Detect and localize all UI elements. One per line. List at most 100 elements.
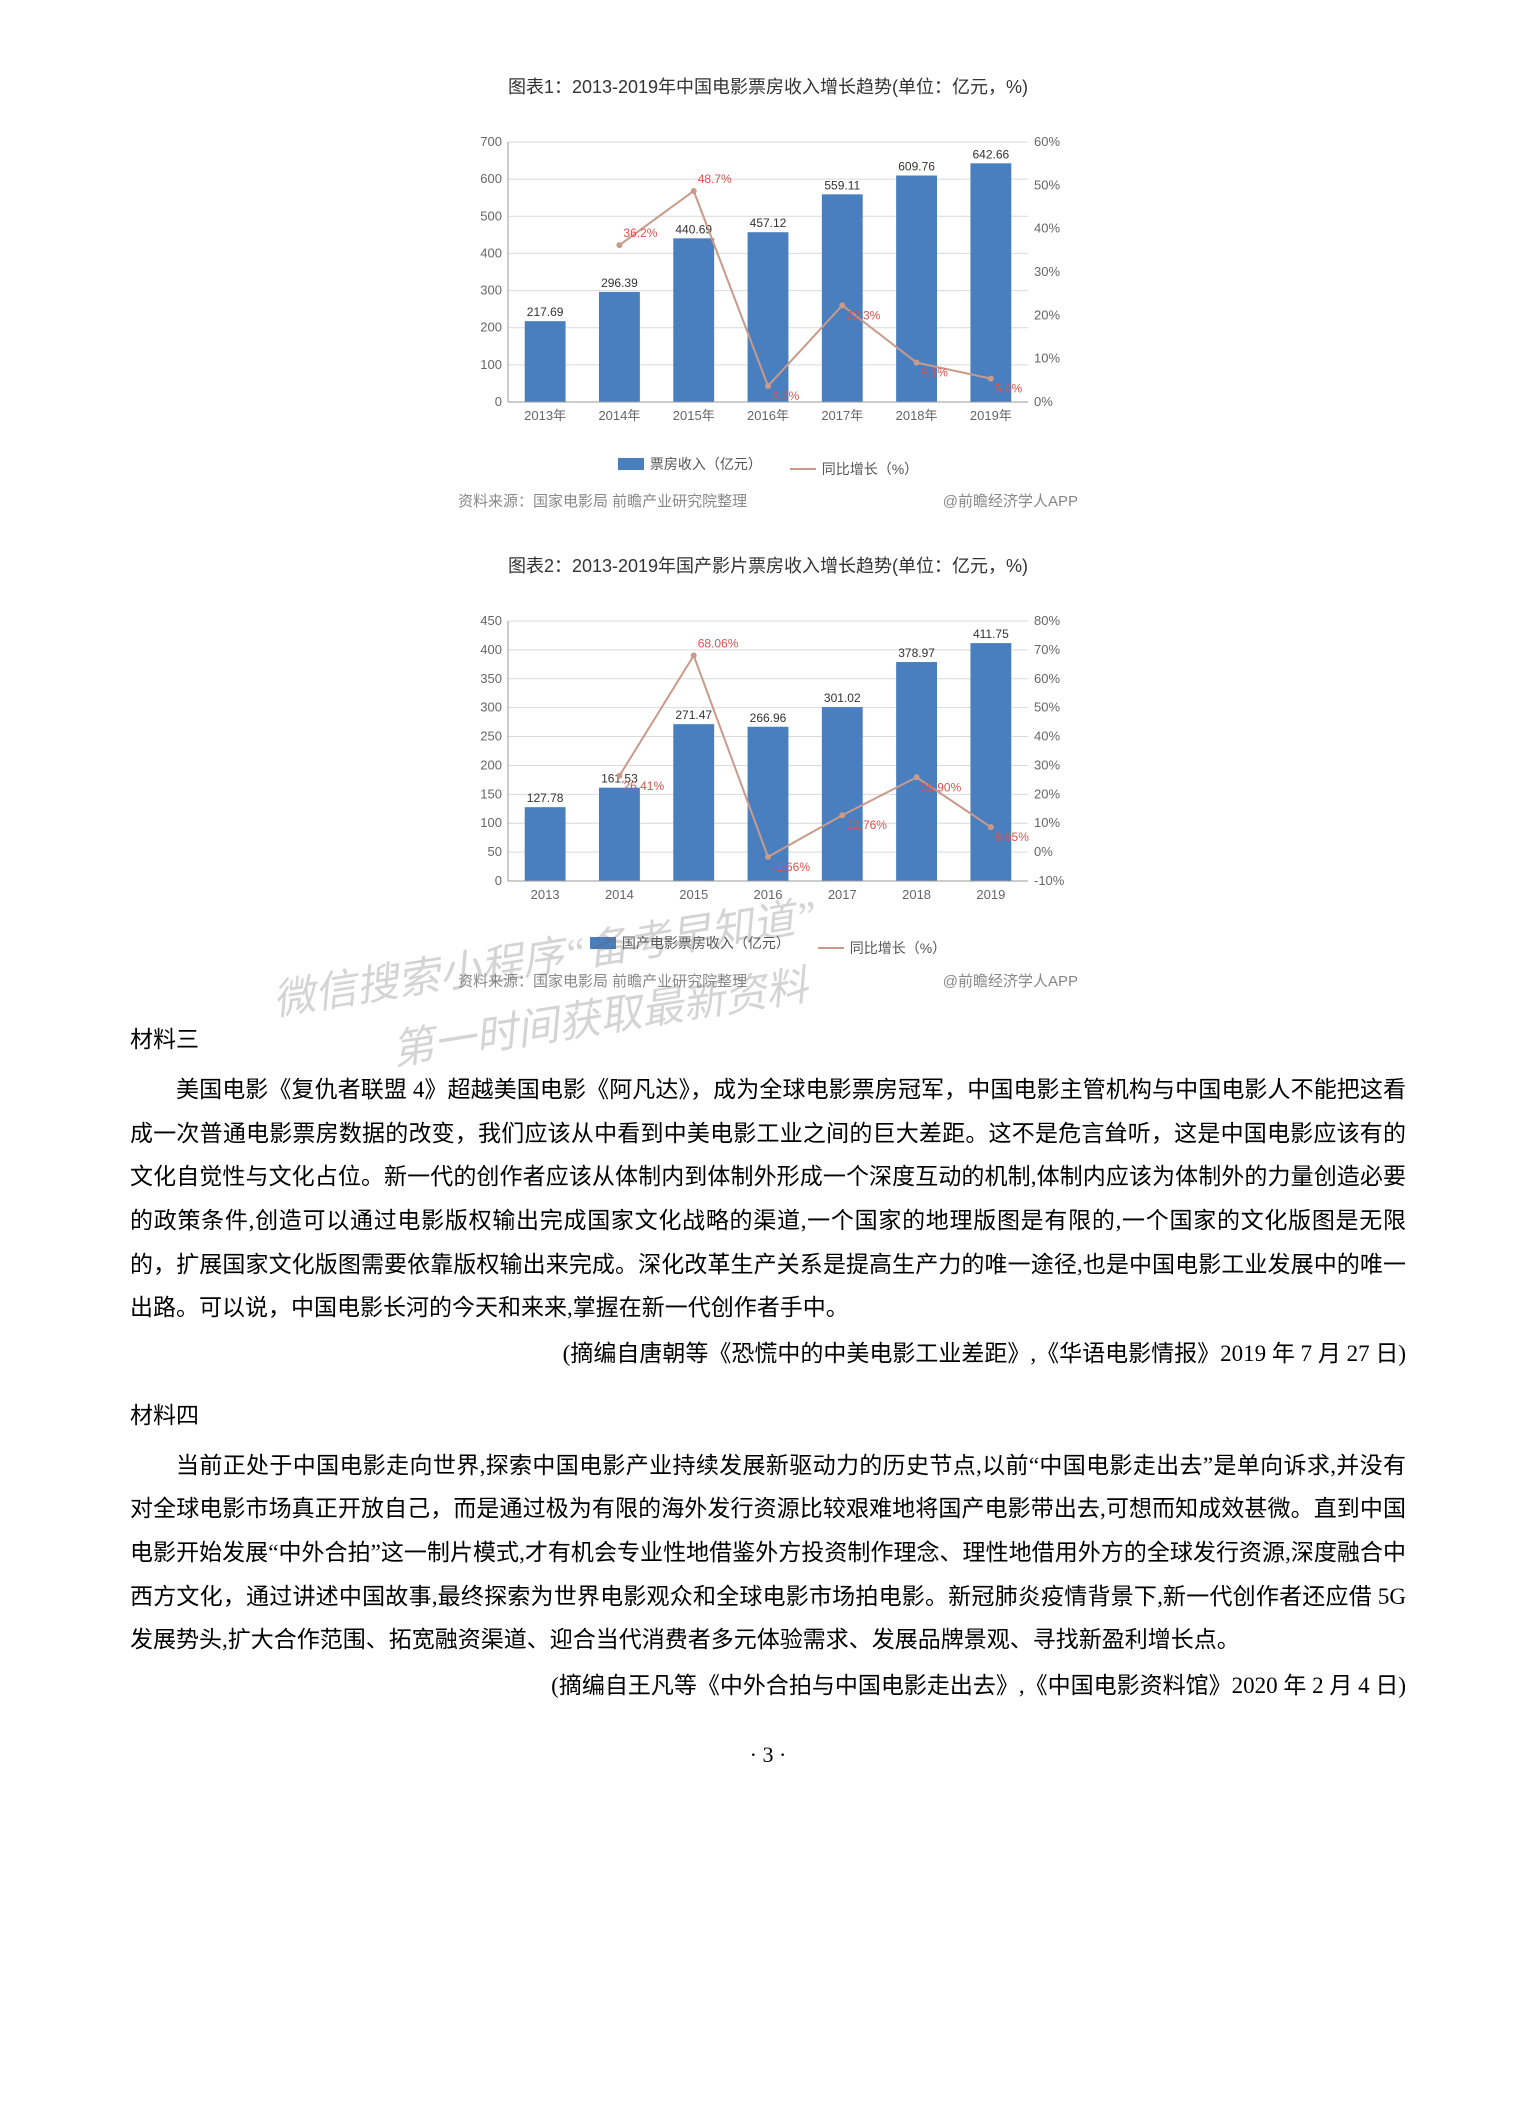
chart1-legend: 票房收入（亿元） 同比增长（%） (458, 451, 1078, 483)
svg-text:2019年: 2019年 (970, 408, 1012, 423)
svg-text:40%: 40% (1034, 729, 1060, 744)
svg-text:600: 600 (480, 171, 502, 186)
svg-text:2018: 2018 (902, 887, 931, 902)
svg-text:400: 400 (480, 246, 502, 261)
chart2-source-left: 资料来源：国家电影局 前瞻产业研究院整理 (458, 968, 747, 997)
chart2-container: 图表2：2013-2019年国产影片票房收入增长趋势(单位：亿元，%) 0 50 1… (130, 549, 1406, 1000)
svg-text:20%: 20% (1034, 308, 1060, 323)
material4-body: 当前正处于中国电影走向世界,探索中国电影产业持续发展新驱动力的历史节点,以前“中… (130, 1444, 1406, 1662)
svg-text:5.4%: 5.4% (995, 382, 1023, 396)
svg-text:700: 700 (480, 134, 502, 149)
svg-text:300: 300 (480, 283, 502, 298)
chart2-source: 资料来源：国家电影局 前瞻产业研究院整理 @前瞻经济学人APP (458, 968, 1078, 997)
svg-text:30%: 30% (1034, 264, 1060, 279)
svg-text:60%: 60% (1034, 134, 1060, 149)
page-number: · 3 · (130, 1734, 1406, 1776)
material4-heading: 材料四 (130, 1394, 1406, 1438)
svg-text:250: 250 (480, 729, 502, 744)
svg-text:48.7%: 48.7% (698, 172, 732, 186)
svg-text:2017: 2017 (828, 887, 857, 902)
chart2-legend-line: 同比增长（%） (818, 935, 946, 962)
svg-text:2017年: 2017年 (821, 408, 863, 423)
svg-text:300: 300 (480, 700, 502, 715)
material3-heading: 材料三 (130, 1018, 1406, 1062)
svg-text:60%: 60% (1034, 671, 1060, 686)
chart2-legend-bar-label: 国产电影票房收入（亿元） (622, 930, 790, 957)
svg-text:10%: 10% (1034, 351, 1060, 366)
svg-text:12.76%: 12.76% (846, 819, 887, 833)
svg-text:609.76: 609.76 (898, 160, 935, 174)
svg-text:100: 100 (480, 816, 502, 831)
svg-text:8.65%: 8.65% (995, 830, 1029, 844)
svg-text:2015: 2015 (679, 887, 708, 902)
svg-text:450: 450 (480, 613, 502, 628)
svg-text:350: 350 (480, 671, 502, 686)
material3-body: 美国电影《复仇者联盟 4》超越美国电影《阿凡达》，成为全球电影票房冠军，中国电影… (130, 1068, 1406, 1330)
svg-text:80%: 80% (1034, 613, 1060, 628)
svg-text:68.06%: 68.06% (698, 637, 739, 651)
chart1-source-left: 资料来源：国家电影局 前瞻产业研究院整理 (458, 488, 747, 517)
svg-text:40%: 40% (1034, 221, 1060, 236)
svg-text:411.75: 411.75 (973, 627, 1009, 641)
svg-text:2014年: 2014年 (598, 408, 640, 423)
svg-text:2013年: 2013年 (524, 408, 566, 423)
svg-text:2015年: 2015年 (673, 408, 715, 423)
svg-text:50: 50 (488, 844, 502, 859)
svg-text:500: 500 (480, 208, 502, 223)
svg-text:217.69: 217.69 (527, 305, 564, 319)
chart1-source: 资料来源：国家电影局 前瞻产业研究院整理 @前瞻经济学人APP (458, 488, 1078, 517)
svg-text:2016: 2016 (754, 887, 783, 902)
chart1-container: 图表1：2013-2019年中国电影票房收入增长趋势(单位：亿元，%) 0 100… (130, 70, 1406, 521)
svg-text:22.3%: 22.3% (846, 309, 880, 323)
svg-text:127.78: 127.78 (527, 792, 564, 806)
svg-text:50%: 50% (1034, 700, 1060, 715)
svg-text:2019: 2019 (976, 887, 1005, 902)
svg-text:0%: 0% (1034, 394, 1053, 409)
chart1-legend-line-label: 同比增长（%） (822, 456, 918, 483)
svg-text:10%: 10% (1034, 816, 1060, 831)
svg-text:2016年: 2016年 (747, 408, 789, 423)
chart2-svg: 050100150200250300350400450-10%0%10%20%3… (458, 591, 1078, 911)
material3-citation: (摘编自唐朝等《恐慌中的中美电影工业差距》,《华语电影情报》2019 年 7 月… (130, 1332, 1406, 1376)
svg-text:9.1%: 9.1% (921, 366, 949, 380)
svg-text:266.96: 266.96 (750, 711, 787, 725)
svg-text:0: 0 (495, 873, 502, 888)
chart1-legend-bar-label: 票房收入（亿元） (650, 451, 762, 478)
svg-text:0%: 0% (1034, 844, 1053, 859)
svg-text:200: 200 (480, 320, 502, 335)
svg-text:70%: 70% (1034, 642, 1060, 657)
svg-text:271.47: 271.47 (675, 708, 712, 722)
chart2-title: 图表2：2013-2019年国产影片票房收入增长趋势(单位：亿元，%) (130, 549, 1406, 583)
svg-text:3.7%: 3.7% (772, 389, 800, 403)
material4-citation: (摘编自王凡等《中外合拍与中国电影走出去》,《中国电影资料馆》2020 年 2 … (130, 1664, 1406, 1708)
svg-text:559.11: 559.11 (824, 179, 860, 193)
chart2-wrap: 050100150200250300350400450-10%0%10%20%3… (458, 591, 1078, 996)
svg-text:25.90%: 25.90% (921, 781, 962, 795)
chart2-legend-bar: 国产电影票房收入（亿元） (590, 930, 790, 957)
svg-text:0: 0 (495, 394, 502, 409)
svg-text:378.97: 378.97 (898, 646, 935, 660)
svg-text:26.41%: 26.41% (623, 779, 664, 793)
chart1-source-right: @前瞻经济学人APP (943, 488, 1078, 517)
svg-text:457.12: 457.12 (750, 216, 787, 230)
svg-text:2014: 2014 (605, 887, 634, 902)
chart2-source-right: @前瞻经济学人APP (943, 968, 1078, 997)
chart1-title: 图表1：2013-2019年中国电影票房收入增长趋势(单位：亿元，%) (130, 70, 1406, 104)
svg-text:20%: 20% (1034, 787, 1060, 802)
svg-text:296.39: 296.39 (601, 276, 638, 290)
svg-text:400: 400 (480, 642, 502, 657)
svg-text:-10%: -10% (1034, 873, 1065, 888)
svg-text:2013: 2013 (531, 887, 560, 902)
chart2-legend: 国产电影票房收入（亿元） 同比增长（%） (458, 930, 1078, 962)
svg-text:36.2%: 36.2% (623, 226, 657, 240)
svg-text:200: 200 (480, 758, 502, 773)
svg-text:301.02: 301.02 (824, 691, 861, 705)
svg-text:50%: 50% (1034, 178, 1060, 193)
chart2-legend-line-label: 同比增长（%） (850, 935, 946, 962)
chart1-svg: 0 100 200 300 400 500 600 700 0% 10% 20% 30% 40% 50% 6… (458, 112, 1078, 432)
svg-text:642.66: 642.66 (973, 147, 1010, 161)
chart1-legend-line: 同比增长（%） (790, 456, 918, 483)
chart1-wrap: 0 100 200 300 400 500 600 700 0% 10% 20% 30% 40% 50% 6… (458, 112, 1078, 517)
svg-text:2018年: 2018年 (896, 408, 938, 423)
svg-text:100: 100 (480, 357, 502, 372)
